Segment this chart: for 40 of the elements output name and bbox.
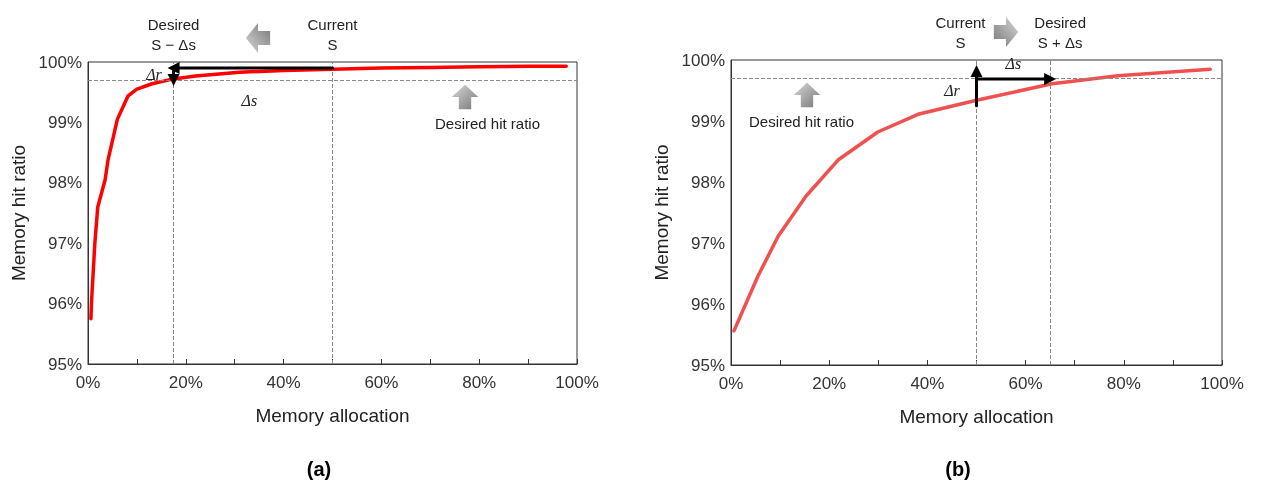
x-tick-label: 0% [718,374,744,393]
x-tick-label: 40% [910,374,945,393]
y-tick-label: 95% [47,354,82,374]
text: (b) [945,458,971,480]
y-tick-label: 98% [47,173,82,193]
ref-line-label: Current S [935,13,987,51]
annotation: Δs [240,91,258,109]
x-tick-label: 100% [555,373,599,392]
legend-label: Desired hit ratio [434,114,540,132]
y-tick-label: 97% [690,233,725,253]
annotation: Δr [145,65,163,83]
x-axis-title: Memory allocation [899,406,1054,427]
annotation: Δs [1004,54,1022,72]
x-tick-label: 20% [168,373,203,392]
x-tick-label: 60% [1008,374,1043,393]
y-axis-title: Memory hit ratio [7,144,29,282]
x-tick-label: 60% [364,373,399,392]
y-tick-label: 99% [47,112,82,132]
y-tick-label: 96% [690,294,725,314]
x-tick-label: 20% [812,374,847,393]
y-tick-label: 97% [47,233,82,253]
ref-line-label: Desired S − Δs [147,15,200,53]
y-tick-label: 95% [690,355,725,375]
y-tick-label: 98% [690,172,725,192]
x-tick-label: 80% [462,373,497,392]
ref-line-label: Desired hit ratio [749,112,855,130]
x-tick-label: 100% [1200,374,1244,393]
x-tick-label: 40% [266,373,301,392]
y-tick-label: 100% [38,52,82,72]
ref-line-label: Desired S + Δs [1034,13,1086,51]
x-tick-label: 80% [1106,374,1141,393]
text: (a) [306,458,332,480]
x-axis-title: Memory allocation [255,405,410,426]
ref-line-label: Current S [307,15,359,53]
annotation: Δr [943,81,961,99]
y-tick-label: 96% [47,294,82,314]
y-tick-label: 99% [690,111,725,131]
y-tick-label: 100% [681,50,725,70]
y-axis-title: Memory hit ratio [650,144,672,281]
x-tick-label: 0% [75,373,101,392]
